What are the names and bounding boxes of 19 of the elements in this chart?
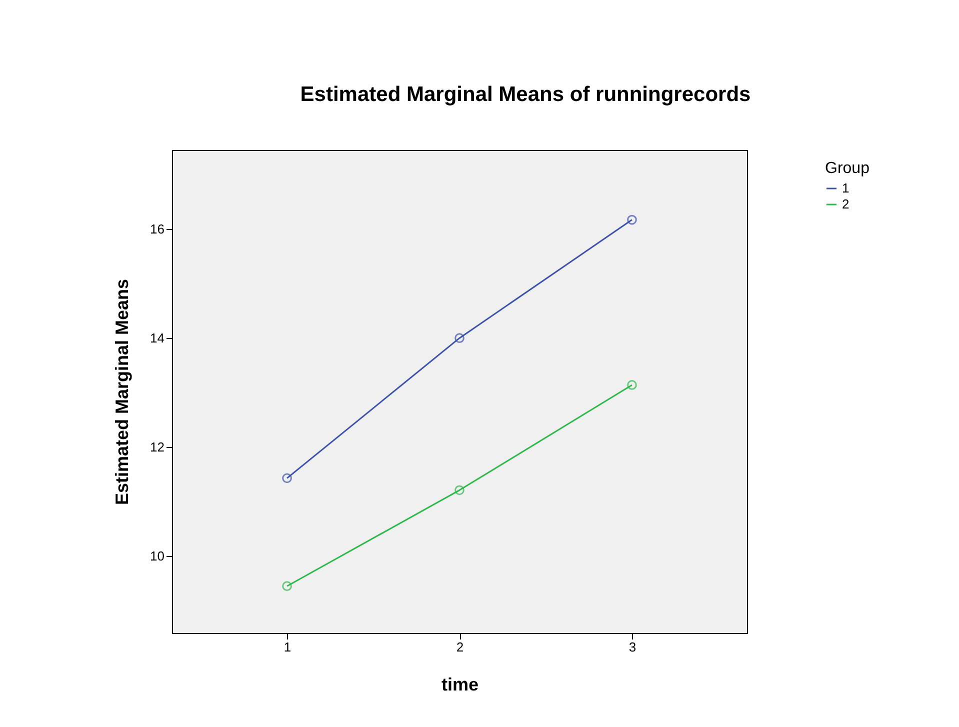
y-tick-label: 16 [150, 222, 164, 237]
y-axis-title: Estimated Marginal Means [112, 278, 132, 506]
x-axis-title: time [441, 674, 479, 694]
legend-title: Group [825, 160, 870, 177]
y-tick-label: 10 [150, 548, 164, 564]
legend-label: 1 [842, 180, 850, 196]
chart-title: Estimated Marginal Means of runningrecords [300, 83, 751, 106]
x-tick-label: 3 [628, 640, 636, 654]
point [454, 485, 464, 496]
point [454, 333, 464, 343]
point [282, 473, 292, 484]
legend-label: 2 [842, 196, 850, 212]
point [627, 214, 637, 225]
x-tick-label: 2 [456, 640, 464, 654]
point [282, 581, 292, 592]
x-tick-label: 1 [284, 640, 292, 654]
y-tick-label: 12 [150, 440, 164, 455]
y-tick-label: 14 [150, 330, 164, 346]
point [627, 380, 637, 390]
